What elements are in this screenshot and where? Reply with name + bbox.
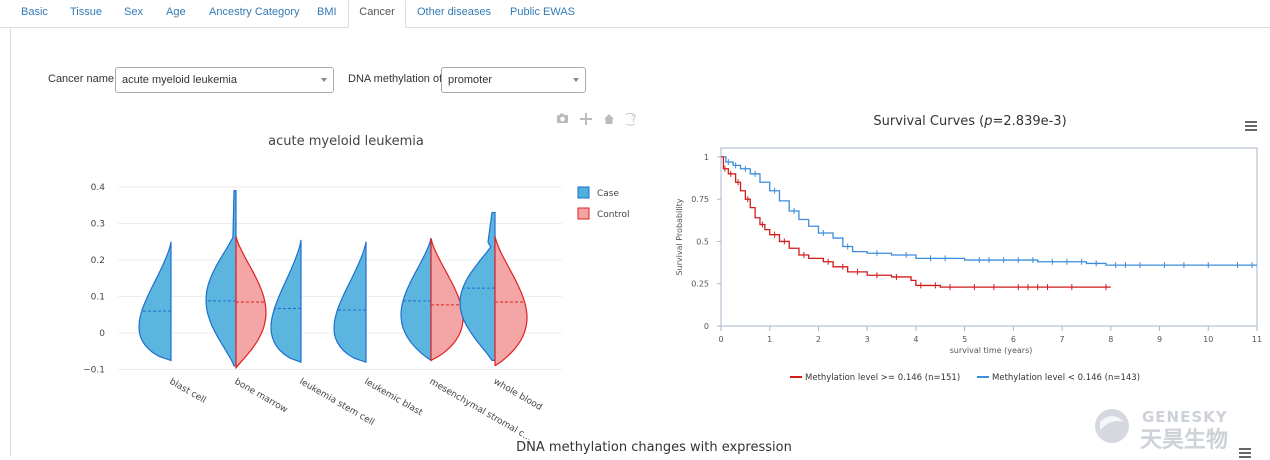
- methylation-region-label: DNA methylation of: [348, 73, 443, 85]
- logo-text-cn: 天昊生物: [1140, 427, 1228, 452]
- y-tick-label: 0: [99, 329, 105, 339]
- cancer-panel: [10, 27, 1270, 456]
- tab-bmi[interactable]: BMI: [317, 6, 337, 18]
- violin-half: [270, 239, 302, 364]
- hover-icon[interactable]: ⁐?: [625, 113, 636, 126]
- survival-legend: Methylation level >= 0.146 (n=151) Methy…: [790, 373, 1140, 383]
- home-icon[interactable]: [604, 114, 614, 124]
- violin-half: [430, 237, 464, 362]
- tab-basic[interactable]: Basic: [21, 6, 48, 18]
- legend-label-case: Case: [597, 189, 619, 199]
- survival-y-tick: 0.5: [696, 237, 709, 246]
- survival-x-tick: 8: [1108, 335, 1113, 344]
- survival-title: Survival Curves (p=2.839e-3): [873, 114, 1067, 129]
- survival-x-tick: 10: [1203, 335, 1213, 344]
- survival-y-tick: 0.75: [691, 195, 709, 204]
- section2-title: DNA methylation changes with expression: [516, 440, 792, 455]
- violin-half: [205, 190, 237, 367]
- tab-sex[interactable]: Sex: [124, 6, 143, 18]
- tab-public-ewas[interactable]: Public EWAS: [510, 6, 576, 18]
- survival-x-tick: 0: [718, 335, 723, 344]
- cancer-name-label: Cancer name:: [48, 73, 118, 85]
- violin-chart: acute myeloid leukemia 0.4 0.3 0.2 0.1 0 −0.1…: [83, 134, 630, 440]
- survival-curve-low: [721, 156, 1257, 266]
- svg-text:⁐: ⁐: [625, 113, 636, 126]
- y-tick-label: −0.1: [83, 366, 105, 376]
- legend-high: Methylation level >= 0.146 (n=151): [805, 373, 960, 383]
- survival-chart: 1 0.75 0.5 0.25 0 0 1 2 3 4 5 6 7 8 9 10 11 survival ti…: [675, 147, 1262, 383]
- svg-text:?: ?: [631, 114, 636, 125]
- cancer-name-value: acute myeloid leukemia: [122, 74, 237, 86]
- tab-cancer[interactable]: Cancer: [348, 0, 406, 28]
- violin-half: [400, 237, 432, 362]
- methylation-region-value: promoter: [448, 74, 493, 86]
- camera-icon[interactable]: [557, 113, 568, 124]
- tab-age[interactable]: Age: [166, 6, 186, 18]
- legend-swatch: [577, 186, 590, 199]
- legend-low: Methylation level < 0.146 (n=143): [992, 373, 1140, 383]
- violin-title: acute myeloid leukemia: [268, 134, 424, 149]
- survival-curve-high: [721, 156, 1111, 288]
- violin-half: [494, 236, 528, 367]
- survival-x-tick: 6: [1011, 335, 1016, 344]
- survival-x-tick: 2: [816, 335, 821, 344]
- y-tick-label: 0.2: [91, 256, 105, 266]
- x-tick-label: whole blood: [492, 377, 544, 413]
- survival-x-tick: 3: [865, 335, 870, 344]
- survival-ylabel: Survival Probability: [675, 198, 684, 275]
- violin-half: [138, 241, 172, 362]
- tab-tissue[interactable]: Tissue: [70, 6, 102, 18]
- chart-menu-icon[interactable]: [1245, 121, 1257, 133]
- cancer-name-select[interactable]: acute myeloid leukemia: [115, 67, 334, 93]
- y-tick-label: 0.1: [91, 293, 105, 303]
- survival-x-tick: 5: [962, 335, 967, 344]
- survival-x-tick: 11: [1252, 335, 1262, 344]
- methylation-region-select[interactable]: promoter: [441, 67, 586, 93]
- pan-icon[interactable]: [580, 113, 592, 125]
- tab-bar: Basic Tissue Sex Age Ancestry Category BMI Can…: [0, 0, 1270, 28]
- legend-swatch: [577, 207, 590, 220]
- tab-other-diseases[interactable]: Other diseases: [417, 6, 491, 18]
- tab-ancestry-category[interactable]: Ancestry Category: [209, 6, 300, 18]
- survival-x-tick: 9: [1157, 335, 1162, 344]
- logo-text-en: GENESKY: [1142, 408, 1228, 426]
- survival-xlabel: survival time (years): [950, 346, 1033, 355]
- survival-plot-area: [720, 147, 1258, 327]
- survival-y-tick: 0: [704, 322, 709, 331]
- y-tick-label: 0.4: [91, 183, 106, 193]
- genesky-logo: GENESKY 天昊生物: [1090, 400, 1260, 453]
- survival-x-tick: 1: [767, 335, 772, 344]
- x-tick-label: leukemic blast: [363, 377, 425, 418]
- y-tick-label: 0.3: [91, 220, 105, 230]
- legend-label-control: Control: [597, 210, 630, 220]
- violin-half: [459, 211, 496, 362]
- violin-half: [333, 241, 367, 364]
- plot-modebar: ⁐?: [557, 113, 636, 126]
- chevron-down-icon: [321, 78, 327, 82]
- survival-y-tick: 1: [704, 153, 709, 162]
- chevron-down-icon: [573, 78, 579, 82]
- survival-x-tick: 7: [1060, 335, 1065, 344]
- survival-y-tick: 0.25: [691, 280, 709, 289]
- x-tick-label: bone marrow: [233, 377, 290, 415]
- x-tick-label: blast cell: [168, 377, 208, 406]
- survival-x-tick: 4: [913, 335, 918, 344]
- x-tick-label: mesenchymal stromal c...: [428, 377, 534, 440]
